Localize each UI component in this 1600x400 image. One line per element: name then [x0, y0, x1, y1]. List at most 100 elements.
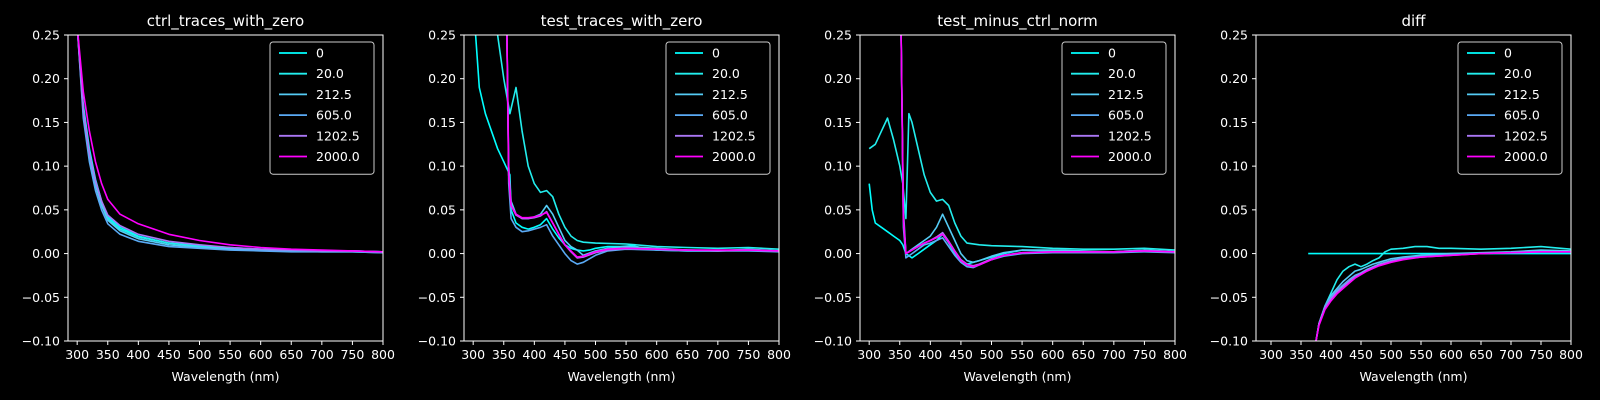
- legend: 0 20.0 212.5 605.0 1202.5 2000.0: [665, 41, 771, 175]
- x-tick-label: 550: [218, 347, 242, 362]
- series-group: [868, 35, 1175, 269]
- y-tick-label: 0.15: [1220, 115, 1248, 130]
- legend-label-5: 2000.0: [1108, 149, 1152, 164]
- series-group: [474, 35, 779, 265]
- axes-frame: [463, 34, 780, 342]
- y-tick-label: 0.15: [32, 115, 60, 130]
- y-tick-label: −0.10: [22, 334, 60, 349]
- x-tick-label: 650: [1071, 347, 1095, 362]
- legend-label-3: 605.0: [712, 108, 748, 123]
- x-tick-label: 450: [157, 347, 181, 362]
- x-tick-label: 500: [188, 347, 212, 362]
- x-tick-label: 300: [857, 347, 881, 362]
- legend: 0 20.0 212.5 605.0 1202.5 2000.0: [269, 41, 375, 175]
- y-tick-label: 0.10: [32, 159, 60, 174]
- legend: 0 20.0 212.5 605.0 1202.5 2000.0: [1457, 41, 1563, 175]
- x-tick-label: 700: [706, 347, 730, 362]
- legend-label-3: 605.0: [1504, 108, 1540, 123]
- y-tick-label: 0.05: [32, 202, 60, 217]
- y-tick-label: 0.05: [428, 202, 456, 217]
- chart-panel-0: ctrl_traces_with_zero 300 350 400 450 500 550 6…: [22, 12, 395, 384]
- legend-label-4: 1202.5: [1504, 128, 1548, 143]
- y-tick-label: 0.10: [1220, 159, 1248, 174]
- x-tick-label: 650: [675, 347, 699, 362]
- x-tick-label: 750: [1132, 347, 1156, 362]
- series-group: [1308, 245, 1571, 341]
- x-tick-label: 550: [1409, 347, 1433, 362]
- x-tick-label: 350: [492, 347, 516, 362]
- y-tick-label: −0.05: [814, 290, 852, 305]
- x-tick-label: 450: [553, 347, 577, 362]
- axes-frame: [67, 34, 384, 342]
- series-line-3: [76, 35, 383, 254]
- y-tick-label: 0.20: [824, 71, 852, 86]
- x-tick-label: 800: [371, 347, 395, 362]
- legend-label-4: 1202.5: [712, 128, 756, 143]
- y-tick-label: 0.10: [824, 159, 852, 174]
- legend-label-4: 1202.5: [316, 128, 360, 143]
- y-tick-label: 0.25: [824, 28, 852, 43]
- y-tick-label: 0.25: [428, 28, 456, 43]
- series-line-3: [506, 35, 779, 265]
- axes-frame: [1255, 34, 1572, 342]
- x-tick-label: 500: [980, 347, 1004, 362]
- series-line-1: [868, 112, 1175, 251]
- x-tick-label: 450: [1349, 347, 1373, 362]
- series-line-5: [1315, 251, 1571, 341]
- legend-box: [1457, 41, 1563, 175]
- y-tick-label: 0.10: [428, 159, 456, 174]
- y-tick-label: 0.25: [1220, 28, 1248, 43]
- series-line-1: [1315, 245, 1571, 341]
- x-tick-label: 400: [522, 347, 546, 362]
- y-tick-label: 0.00: [428, 246, 456, 261]
- x-tick-label: 400: [126, 347, 150, 362]
- series-line-2: [900, 35, 1175, 264]
- x-tick-label: 800: [1163, 347, 1187, 362]
- legend-label-4: 1202.5: [1108, 128, 1152, 143]
- legend-label-3: 605.0: [1108, 108, 1144, 123]
- legend-box: [1061, 41, 1167, 175]
- series-line-1: [496, 35, 779, 250]
- x-tick-label: 600: [249, 347, 273, 362]
- legend-label-2: 212.5: [316, 87, 352, 102]
- legend: 0 20.0 212.5 605.0 1202.5 2000.0: [1061, 41, 1167, 175]
- legend-label-0: 0: [712, 46, 720, 61]
- legend-label-0: 0: [1108, 46, 1116, 61]
- series-group: [76, 35, 383, 254]
- y-tick-label: 0.15: [824, 115, 852, 130]
- x-tick-label: 500: [1379, 347, 1403, 362]
- y-tick-label: −0.05: [22, 290, 60, 305]
- chart-title: ctrl_traces_with_zero: [147, 12, 304, 31]
- x-tick-label: 600: [1439, 347, 1463, 362]
- x-tick-label: 650: [1469, 347, 1493, 362]
- y-tick-label: −0.05: [1210, 290, 1248, 305]
- y-tick-label: 0.00: [1220, 246, 1248, 261]
- x-tick-label: 650: [279, 347, 303, 362]
- x-tick-label: 350: [888, 347, 912, 362]
- x-tick-label: 800: [767, 347, 791, 362]
- x-tick-label: 700: [1102, 347, 1126, 362]
- legend-label-0: 0: [1504, 46, 1512, 61]
- x-tick-label: 700: [1499, 347, 1523, 362]
- y-tick-label: 0.00: [824, 246, 852, 261]
- axes-frame: [859, 34, 1176, 342]
- y-tick-label: 0.20: [428, 71, 456, 86]
- x-tick-label: 350: [1289, 347, 1313, 362]
- series-line-2: [1315, 249, 1571, 341]
- chart-title: test_minus_ctrl_norm: [937, 12, 1098, 31]
- x-tick-label: 750: [340, 347, 364, 362]
- legend-label-2: 212.5: [712, 87, 748, 102]
- x-tick-label: 300: [1259, 347, 1283, 362]
- x-tick-label: 600: [645, 347, 669, 362]
- series-line-3: [900, 35, 1175, 269]
- chart-title: diff: [1401, 12, 1426, 30]
- y-tick-label: 0.20: [1220, 71, 1248, 86]
- series-line-4: [77, 35, 383, 253]
- x-axis-label: Wavelength (nm): [172, 369, 280, 384]
- x-axis-label: Wavelength (nm): [964, 369, 1072, 384]
- y-tick-label: 0.20: [32, 71, 60, 86]
- x-tick-label: 350: [96, 347, 120, 362]
- x-tick-label: 550: [1010, 347, 1034, 362]
- chart-panel-1: test_traces_with_zero 300 350 400 450 500 550 6…: [418, 12, 791, 384]
- legend-label-2: 212.5: [1504, 87, 1540, 102]
